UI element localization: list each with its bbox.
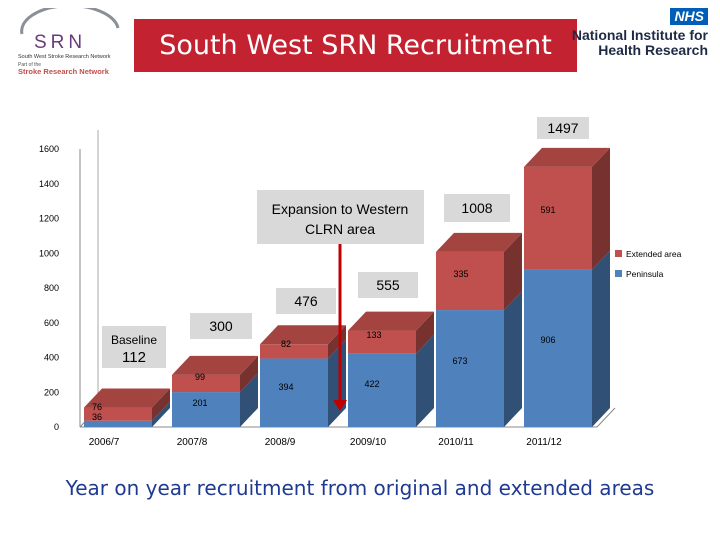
annotation-arrowhead-icon xyxy=(333,400,347,411)
chart-caption: Year on year recruitment from original a… xyxy=(65,476,655,500)
bar-peninsula-side xyxy=(592,250,610,427)
data-label-extended: 133 xyxy=(366,330,381,340)
y-tick-label: 200 xyxy=(44,387,59,397)
legend-label-peninsula: Peninsula xyxy=(626,269,664,279)
bar-top-face xyxy=(348,311,434,331)
bar-extended-side xyxy=(416,311,434,354)
nihr-line1: National Institute for xyxy=(571,27,708,43)
bar-extended-side xyxy=(240,355,258,393)
data-label-peninsula: 422 xyxy=(364,379,379,389)
data-label-extended: 99 xyxy=(195,372,205,382)
bar-extended xyxy=(260,344,328,359)
y-tick-label: 1600 xyxy=(39,144,59,154)
nihr-line2: Health Research xyxy=(598,42,708,58)
page-title: South West SRN Recruitment xyxy=(159,30,552,61)
bar-extended xyxy=(524,166,592,270)
bar-peninsula-side xyxy=(504,291,522,427)
legend-swatch-extended xyxy=(615,250,622,257)
y-tick-label: 0 xyxy=(54,422,59,432)
total-callout-value: 476 xyxy=(294,293,318,309)
y-tick-label: 400 xyxy=(44,353,59,363)
total-callout-box xyxy=(190,313,252,339)
legend-label-extended: Extended area xyxy=(626,249,682,259)
total-callout-prefix: Baseline xyxy=(111,333,157,347)
y-tick-label: 1000 xyxy=(39,248,59,258)
bar-extended-side xyxy=(504,232,522,311)
bar-extended xyxy=(348,330,416,354)
bar-peninsula-side xyxy=(152,401,170,427)
bar-peninsula xyxy=(84,420,152,427)
logo-line1: South West Stroke Research Network xyxy=(18,54,111,60)
bar-top-face xyxy=(84,388,170,408)
floor-depth-line xyxy=(596,407,616,428)
bar-peninsula xyxy=(260,358,328,427)
bar-extended-side xyxy=(592,147,610,270)
x-tick-label: 2011/12 xyxy=(526,437,562,448)
y-tick-label: 800 xyxy=(44,283,59,293)
y-tick-label: 600 xyxy=(44,318,59,328)
bar-top-face xyxy=(436,232,522,252)
x-tick-label: 2007/8 xyxy=(177,437,208,448)
bar-peninsula xyxy=(172,392,240,427)
bar-extended xyxy=(172,374,240,393)
annotation-line2: CLRN area xyxy=(305,221,375,237)
logo-line3: Stroke Research Network xyxy=(18,67,110,76)
bar-peninsula-side xyxy=(240,373,258,427)
data-label-extended: 76 xyxy=(92,402,102,412)
bar-top-face xyxy=(260,325,346,345)
total-callout-value: 112 xyxy=(122,349,146,366)
bar-extended-side xyxy=(152,388,170,421)
logo-letters: SRN xyxy=(34,32,86,53)
bar-top-face xyxy=(524,147,610,167)
data-label-peninsula: 906 xyxy=(540,335,555,345)
total-callout-value: 1008 xyxy=(461,200,492,216)
legend-swatch-peninsula xyxy=(615,270,622,277)
data-label-extended: 82 xyxy=(281,339,291,349)
bar-top-face xyxy=(172,355,258,375)
x-tick-label: 2006/7 xyxy=(89,437,120,448)
total-callout-box xyxy=(444,194,510,222)
x-tick-label: 2010/11 xyxy=(438,437,474,448)
data-label-peninsula: 673 xyxy=(452,356,467,366)
total-callout-box xyxy=(358,272,418,298)
total-callout-value: 1497 xyxy=(547,120,578,136)
total-callout-box xyxy=(102,326,166,368)
x-tick-label: 2008/9 xyxy=(265,437,296,448)
data-label-extended: 335 xyxy=(453,269,468,279)
bar-extended xyxy=(436,251,504,311)
total-callout-value: 555 xyxy=(376,277,400,293)
data-label-peninsula: 36 xyxy=(92,412,102,422)
data-label-peninsula: 394 xyxy=(278,382,293,392)
bar-extended xyxy=(84,407,152,421)
logo-line2: Part of the xyxy=(18,62,41,68)
data-label-extended: 591 xyxy=(540,205,555,215)
nihr-logo: NHS National Institute for Health Resear… xyxy=(572,6,712,58)
total-callout-box xyxy=(276,288,336,314)
title-banner: South West SRN Recruitment xyxy=(134,19,577,72)
total-callout-value: 300 xyxy=(209,318,233,334)
data-label-peninsula: 201 xyxy=(192,398,207,408)
annotation-box xyxy=(257,190,424,244)
bar-peninsula xyxy=(348,353,416,427)
bar-peninsula xyxy=(524,269,592,427)
bar-peninsula xyxy=(436,310,504,427)
bar-peninsula-side xyxy=(416,334,434,427)
nhs-badge: NHS xyxy=(670,8,708,25)
annotation-line1: Expansion to Western xyxy=(272,201,409,217)
y-tick-label: 1200 xyxy=(39,214,59,224)
x-tick-label: 2009/10 xyxy=(350,437,387,448)
total-callout-box xyxy=(537,117,589,139)
y-tick-label: 1400 xyxy=(39,179,59,189)
